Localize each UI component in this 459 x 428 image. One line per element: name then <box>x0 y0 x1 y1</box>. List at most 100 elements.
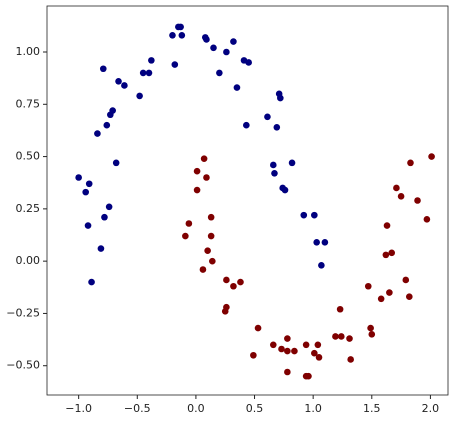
point <box>311 349 318 357</box>
point <box>121 82 128 89</box>
point <box>182 232 189 240</box>
point <box>254 324 262 332</box>
point <box>193 186 201 194</box>
point <box>243 121 250 129</box>
point <box>311 211 318 219</box>
point <box>210 44 217 52</box>
point <box>313 239 320 246</box>
point <box>402 276 410 284</box>
point <box>223 48 230 56</box>
y-tick-label: 0.00 <box>16 254 41 267</box>
point <box>169 31 176 39</box>
point <box>388 249 396 257</box>
point <box>237 278 244 286</box>
point <box>397 193 405 200</box>
point <box>367 324 374 332</box>
x-tick-label: 1.0 <box>304 402 322 415</box>
point <box>209 257 216 265</box>
point <box>199 266 207 273</box>
point <box>193 167 201 175</box>
point <box>271 170 278 177</box>
point <box>88 278 95 286</box>
point <box>305 372 312 380</box>
point <box>386 289 393 296</box>
point <box>277 94 284 102</box>
point <box>203 174 210 181</box>
point <box>112 159 120 167</box>
point <box>347 356 354 363</box>
point <box>318 262 325 269</box>
point <box>321 239 329 246</box>
point <box>428 153 435 160</box>
point <box>383 222 391 229</box>
y-tick-label: −0.25 <box>6 306 40 319</box>
point <box>136 92 143 100</box>
point <box>177 23 184 31</box>
point <box>94 130 101 137</box>
point <box>145 69 153 77</box>
y-tick-label: 0.50 <box>16 150 41 163</box>
point <box>284 347 291 355</box>
point <box>338 333 345 340</box>
point <box>406 293 413 301</box>
y-tick-label: 0.75 <box>16 97 41 110</box>
point <box>315 354 323 361</box>
point <box>281 186 289 194</box>
y-tick-label: −0.50 <box>6 359 40 372</box>
point <box>346 335 353 342</box>
point <box>139 69 147 77</box>
point <box>300 211 308 219</box>
point <box>284 335 291 342</box>
point <box>85 180 93 188</box>
point <box>288 159 296 167</box>
point <box>99 65 107 73</box>
point <box>273 124 281 131</box>
point <box>216 69 223 77</box>
point <box>407 159 414 167</box>
point <box>84 222 92 229</box>
point <box>250 351 257 359</box>
point <box>207 232 215 240</box>
point <box>109 107 116 114</box>
x-tick-label: −1.0 <box>65 402 92 415</box>
point <box>302 341 310 349</box>
point <box>204 247 211 254</box>
point <box>377 295 385 303</box>
point <box>264 113 271 121</box>
point <box>278 345 285 353</box>
point <box>105 203 113 211</box>
x-tick-label: 0.0 <box>187 402 205 415</box>
point <box>245 59 252 66</box>
point <box>368 331 376 338</box>
plot-frame <box>46 5 449 396</box>
point <box>171 61 179 68</box>
point <box>223 303 230 311</box>
point <box>291 347 298 355</box>
point <box>382 251 390 259</box>
x-tick-label: 1.5 <box>363 402 381 415</box>
point <box>97 245 105 252</box>
x-tick-label: −0.5 <box>124 402 151 415</box>
point <box>230 282 237 290</box>
point <box>148 57 155 64</box>
point <box>101 213 108 221</box>
x-tick-label: 0.5 <box>246 402 264 415</box>
point <box>423 216 431 223</box>
point <box>200 155 208 162</box>
point <box>82 188 89 196</box>
point <box>233 84 241 91</box>
point <box>207 213 215 221</box>
point <box>75 174 82 181</box>
point <box>230 38 237 45</box>
point <box>223 276 230 284</box>
point <box>284 368 291 376</box>
point <box>414 197 421 204</box>
y-tick-label: 0.25 <box>16 202 41 215</box>
point <box>178 31 186 39</box>
point <box>269 341 277 349</box>
point <box>115 77 122 85</box>
point <box>103 121 111 129</box>
point <box>269 161 277 169</box>
point <box>203 36 210 43</box>
